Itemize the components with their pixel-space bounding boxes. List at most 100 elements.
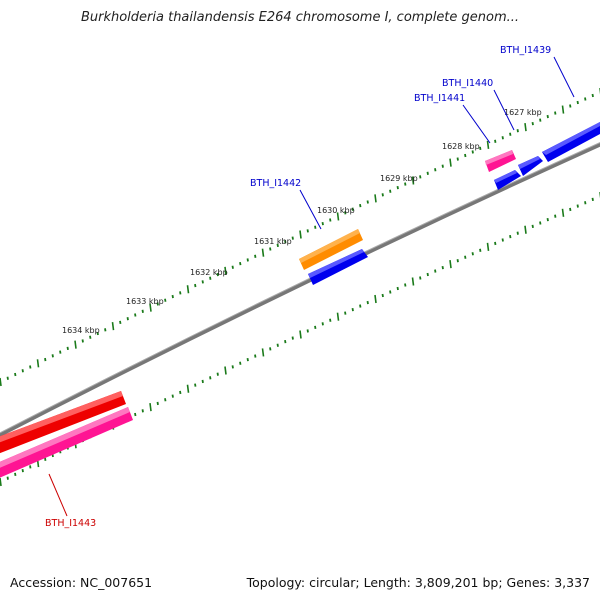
outer-ring-tick — [141, 309, 144, 313]
inner-ring-tick — [449, 260, 452, 269]
outer-ring-tick — [359, 203, 362, 208]
outer-ring-tick — [0, 377, 2, 387]
inner-ring-tick — [216, 372, 219, 376]
inner-ring-tick — [584, 201, 587, 205]
outer-ring-tick — [284, 240, 287, 244]
outer-ring-tick — [261, 248, 265, 257]
inner-ring-tick — [21, 468, 24, 473]
outer-ring-tick — [479, 146, 482, 151]
gene-BTH_I1442[interactable] — [308, 249, 368, 285]
outer-ring-tick — [494, 139, 497, 143]
outer-ring-tick — [81, 339, 84, 343]
outer-ring-tick — [209, 276, 212, 280]
accession-label: Accession: NC_007651 — [10, 575, 153, 590]
outer-ring-tick — [29, 365, 32, 369]
outer-ring-tick — [351, 207, 354, 211]
inner-ring-tick — [156, 401, 159, 406]
gene-label-BTH_I1442[interactable]: BTH_I1442 — [250, 178, 301, 189]
gene-label-BTH_I1439[interactable]: BTH_I1439 — [500, 45, 551, 56]
gene-label-BTH_I1443[interactable]: BTH_I1443 — [45, 518, 96, 529]
outer-ring-tick — [419, 175, 422, 179]
outer-ring-tick — [426, 171, 429, 175]
tick-label-1632: 1632 kbp — [190, 268, 228, 277]
map-title: Burkholderia thailandensis E264 chromoso… — [80, 10, 520, 25]
gene-BTH_I1443-red[interactable] — [0, 391, 126, 457]
gene-label-BTH_I1440[interactable]: BTH_I1440 — [442, 78, 493, 89]
outer-ring-tick — [516, 129, 519, 133]
inner-ring-tick — [374, 294, 377, 304]
outer-ring-tick — [336, 212, 340, 221]
outer-ring-tick — [524, 123, 527, 132]
inner-ring-tick — [29, 465, 32, 469]
outer-ring-tick — [51, 354, 54, 358]
inner-ring-tick — [486, 242, 490, 251]
outer-ring-tick — [441, 164, 444, 168]
outer-ring-tick — [464, 153, 467, 158]
gene-BTH_I1441-pink[interactable] — [485, 150, 516, 172]
inner-ring-tick — [254, 354, 257, 358]
leader-BTH_I1443 — [48, 473, 68, 517]
outer-ring-tick — [96, 331, 99, 336]
inner-ring-tick — [509, 234, 512, 239]
gene-BTH_I1441[interactable] — [494, 170, 521, 190]
gene-BTH_I1442-orange[interactable] — [299, 229, 363, 270]
outer-ring-tick — [314, 225, 317, 229]
outer-ring-tick — [126, 317, 129, 321]
tick-label-1633: 1633 kbp — [126, 297, 164, 306]
outer-ring-tick — [164, 298, 167, 302]
inner-ring-tick — [246, 358, 249, 362]
outer-ring-tick — [584, 97, 587, 101]
inner-ring-tick — [336, 312, 340, 321]
outer-ring-tick — [329, 218, 332, 222]
inner-ring-tick — [359, 304, 362, 308]
inner-ring-tick — [186, 384, 190, 393]
gene-BTH_I1443-pink[interactable] — [0, 407, 133, 482]
topology-label: Topology: circular; Length: 3,809,201 bp… — [246, 575, 590, 590]
inner-ring-tick — [164, 398, 167, 402]
outer-ring-tick — [389, 189, 392, 193]
inner-ring-tick — [44, 457, 47, 461]
outer-ring-tick — [6, 376, 9, 380]
outer-ring-tick — [276, 243, 279, 248]
tick-label-1629: 1629 kbp — [380, 174, 418, 183]
outer-tick-ring — [0, 88, 600, 387]
inner-ring-tick — [306, 329, 309, 333]
leader-BTH_I1440 — [493, 89, 515, 131]
inner-ring-tick — [179, 390, 182, 395]
outer-ring-tick — [531, 121, 534, 126]
inner-ring-tick — [344, 311, 347, 315]
inner-ring-tick — [284, 340, 287, 344]
inner-ring-tick — [419, 276, 422, 280]
outer-ring-tick — [21, 369, 24, 373]
inner-tick-ring — [0, 192, 600, 487]
inner-ring-tick — [531, 224, 534, 229]
chromosome-backbone — [0, 142, 600, 438]
outer-ring-tick — [74, 340, 77, 349]
outer-ring-tick — [179, 291, 182, 295]
inner-ring-tick — [321, 322, 324, 326]
inner-ring-tick — [171, 394, 174, 398]
outer-ring-tick — [66, 346, 69, 351]
outer-ring-tick — [374, 194, 377, 203]
inner-ring-tick — [261, 348, 265, 357]
outer-ring-tick — [509, 132, 512, 136]
gene-BTH_I1439[interactable] — [542, 122, 600, 162]
outer-ring-tick — [246, 258, 249, 262]
leader-BTH_I1442 — [299, 189, 322, 230]
outer-ring-tick — [486, 140, 490, 149]
inner-ring-tick — [561, 208, 565, 217]
inner-ring-tick — [516, 231, 519, 235]
inner-ring-tick — [149, 403, 152, 412]
inner-ring-tick — [299, 330, 302, 339]
gene-BTH_I1440[interactable] — [518, 156, 543, 176]
inner-ring-tick — [456, 259, 459, 263]
gene-label-BTH_I1441[interactable]: BTH_I1441 — [414, 93, 465, 104]
outer-ring-tick — [239, 261, 242, 266]
inner-ring-tick — [569, 207, 572, 212]
inner-ring-tick — [231, 365, 234, 369]
inner-ring-tick — [14, 472, 17, 477]
inner-ring-tick — [6, 476, 9, 480]
inner-ring-tick — [539, 221, 542, 225]
inner-ring-tick — [224, 366, 227, 375]
inner-ring-tick — [366, 300, 369, 305]
